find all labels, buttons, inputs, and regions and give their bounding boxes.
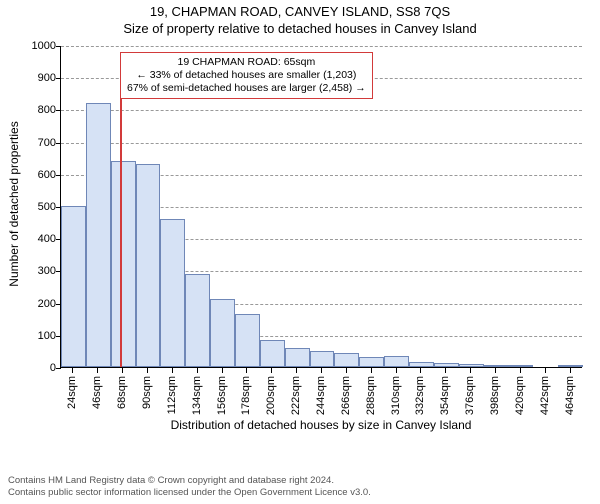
xtick-label: 310sqm (390, 376, 402, 415)
xtick-mark (296, 368, 297, 373)
xtick-mark (346, 368, 347, 373)
histogram-bar (310, 351, 335, 367)
xtick-label: 376sqm (464, 376, 476, 415)
gridline (61, 143, 582, 144)
xtick-mark (545, 368, 546, 373)
ytick-label: 700 (22, 137, 56, 149)
xtick-mark (271, 368, 272, 373)
xtick-mark (445, 368, 446, 373)
ytick-label: 800 (22, 104, 56, 116)
ytick-mark (56, 78, 61, 79)
footer-line-1: Contains HM Land Registry data © Crown c… (8, 475, 371, 486)
xtick-mark (172, 368, 173, 373)
ytick-mark (56, 368, 61, 369)
x-axis-label: Distribution of detached houses by size … (60, 418, 582, 432)
ytick-label: 900 (22, 72, 56, 84)
histogram-bar (384, 356, 409, 367)
ytick-label: 400 (22, 233, 56, 245)
histogram-bar (359, 357, 384, 367)
ytick-mark (56, 143, 61, 144)
xtick-label: 134sqm (191, 376, 203, 415)
xtick-mark (122, 368, 123, 373)
xtick-label: 112sqm (166, 376, 178, 414)
xtick-mark (72, 368, 73, 373)
xtick-label: 46sqm (91, 376, 103, 409)
annotation-box: 19 CHAPMAN ROAD: 65sqm← 33% of detached … (120, 52, 373, 99)
footer-attribution: Contains HM Land Registry data © Crown c… (8, 475, 371, 498)
xtick-mark (470, 368, 471, 373)
xtick-label: 222sqm (290, 376, 302, 415)
xtick-label: 354sqm (439, 376, 451, 415)
histogram-bar (484, 365, 509, 367)
xtick-label: 68sqm (116, 376, 128, 409)
footer-line-2: Contains public sector information licen… (8, 487, 371, 498)
xtick-label: 464sqm (564, 376, 576, 415)
xtick-label: 90sqm (141, 376, 153, 409)
ytick-mark (56, 110, 61, 111)
ytick-label: 0 (22, 362, 56, 374)
xtick-label: 156sqm (216, 376, 228, 415)
histogram-bar (111, 161, 136, 367)
xtick-label: 266sqm (340, 376, 352, 415)
histogram-bar (334, 353, 359, 367)
histogram-bar (210, 299, 235, 367)
page-title: 19, CHAPMAN ROAD, CANVEY ISLAND, SS8 7QS (0, 4, 600, 19)
page-subtitle: Size of property relative to detached ho… (0, 21, 600, 36)
xtick-label: 244sqm (315, 376, 327, 415)
histogram-bar (235, 314, 260, 367)
ytick-label: 300 (22, 265, 56, 277)
xtick-label: 24sqm (66, 376, 78, 409)
xtick-mark (495, 368, 496, 373)
xtick-label: 178sqm (240, 376, 252, 415)
ytick-label: 100 (22, 330, 56, 342)
histogram-bar (86, 103, 111, 367)
ytick-mark (56, 175, 61, 176)
y-axis-label: Number of detached properties (7, 44, 21, 364)
annotation-line: 67% of semi-detached houses are larger (… (127, 82, 366, 95)
xtick-label: 442sqm (539, 376, 551, 415)
xtick-mark (321, 368, 322, 373)
histogram-bar (136, 164, 161, 367)
histogram-bar (260, 340, 285, 367)
histogram-bar (160, 219, 185, 367)
histogram-bar (185, 274, 210, 367)
ytick-label: 600 (22, 169, 56, 181)
xtick-label: 420sqm (514, 376, 526, 415)
histogram-bar (459, 364, 484, 367)
xtick-label: 332sqm (414, 376, 426, 415)
gridline (61, 110, 582, 111)
xtick-mark (147, 368, 148, 373)
annotation-line: ← 33% of detached houses are smaller (1,… (127, 69, 366, 82)
ytick-label: 200 (22, 298, 56, 310)
xtick-mark (420, 368, 421, 373)
annotation-line: 19 CHAPMAN ROAD: 65sqm (127, 56, 366, 69)
gridline (61, 46, 582, 47)
xtick-mark (197, 368, 198, 373)
ytick-mark (56, 46, 61, 47)
xtick-mark (396, 368, 397, 373)
xtick-label: 288sqm (365, 376, 377, 415)
xtick-mark (371, 368, 372, 373)
histogram-bar (434, 363, 459, 367)
xtick-mark (570, 368, 571, 373)
ytick-label: 500 (22, 201, 56, 213)
histogram-bar (61, 206, 86, 367)
xtick-mark (222, 368, 223, 373)
xtick-mark (520, 368, 521, 373)
histogram-bar (508, 365, 533, 367)
ytick-label: 1000 (22, 40, 56, 52)
histogram-bar (558, 365, 583, 367)
xtick-label: 200sqm (265, 376, 277, 415)
chart-area: 19 CHAPMAN ROAD: 65sqm← 33% of detached … (60, 46, 582, 426)
xtick-mark (97, 368, 98, 373)
histogram-bar (285, 348, 310, 367)
xtick-mark (246, 368, 247, 373)
property-marker-line (120, 55, 122, 367)
histogram-bar (409, 362, 434, 367)
xtick-label: 398sqm (489, 376, 501, 415)
